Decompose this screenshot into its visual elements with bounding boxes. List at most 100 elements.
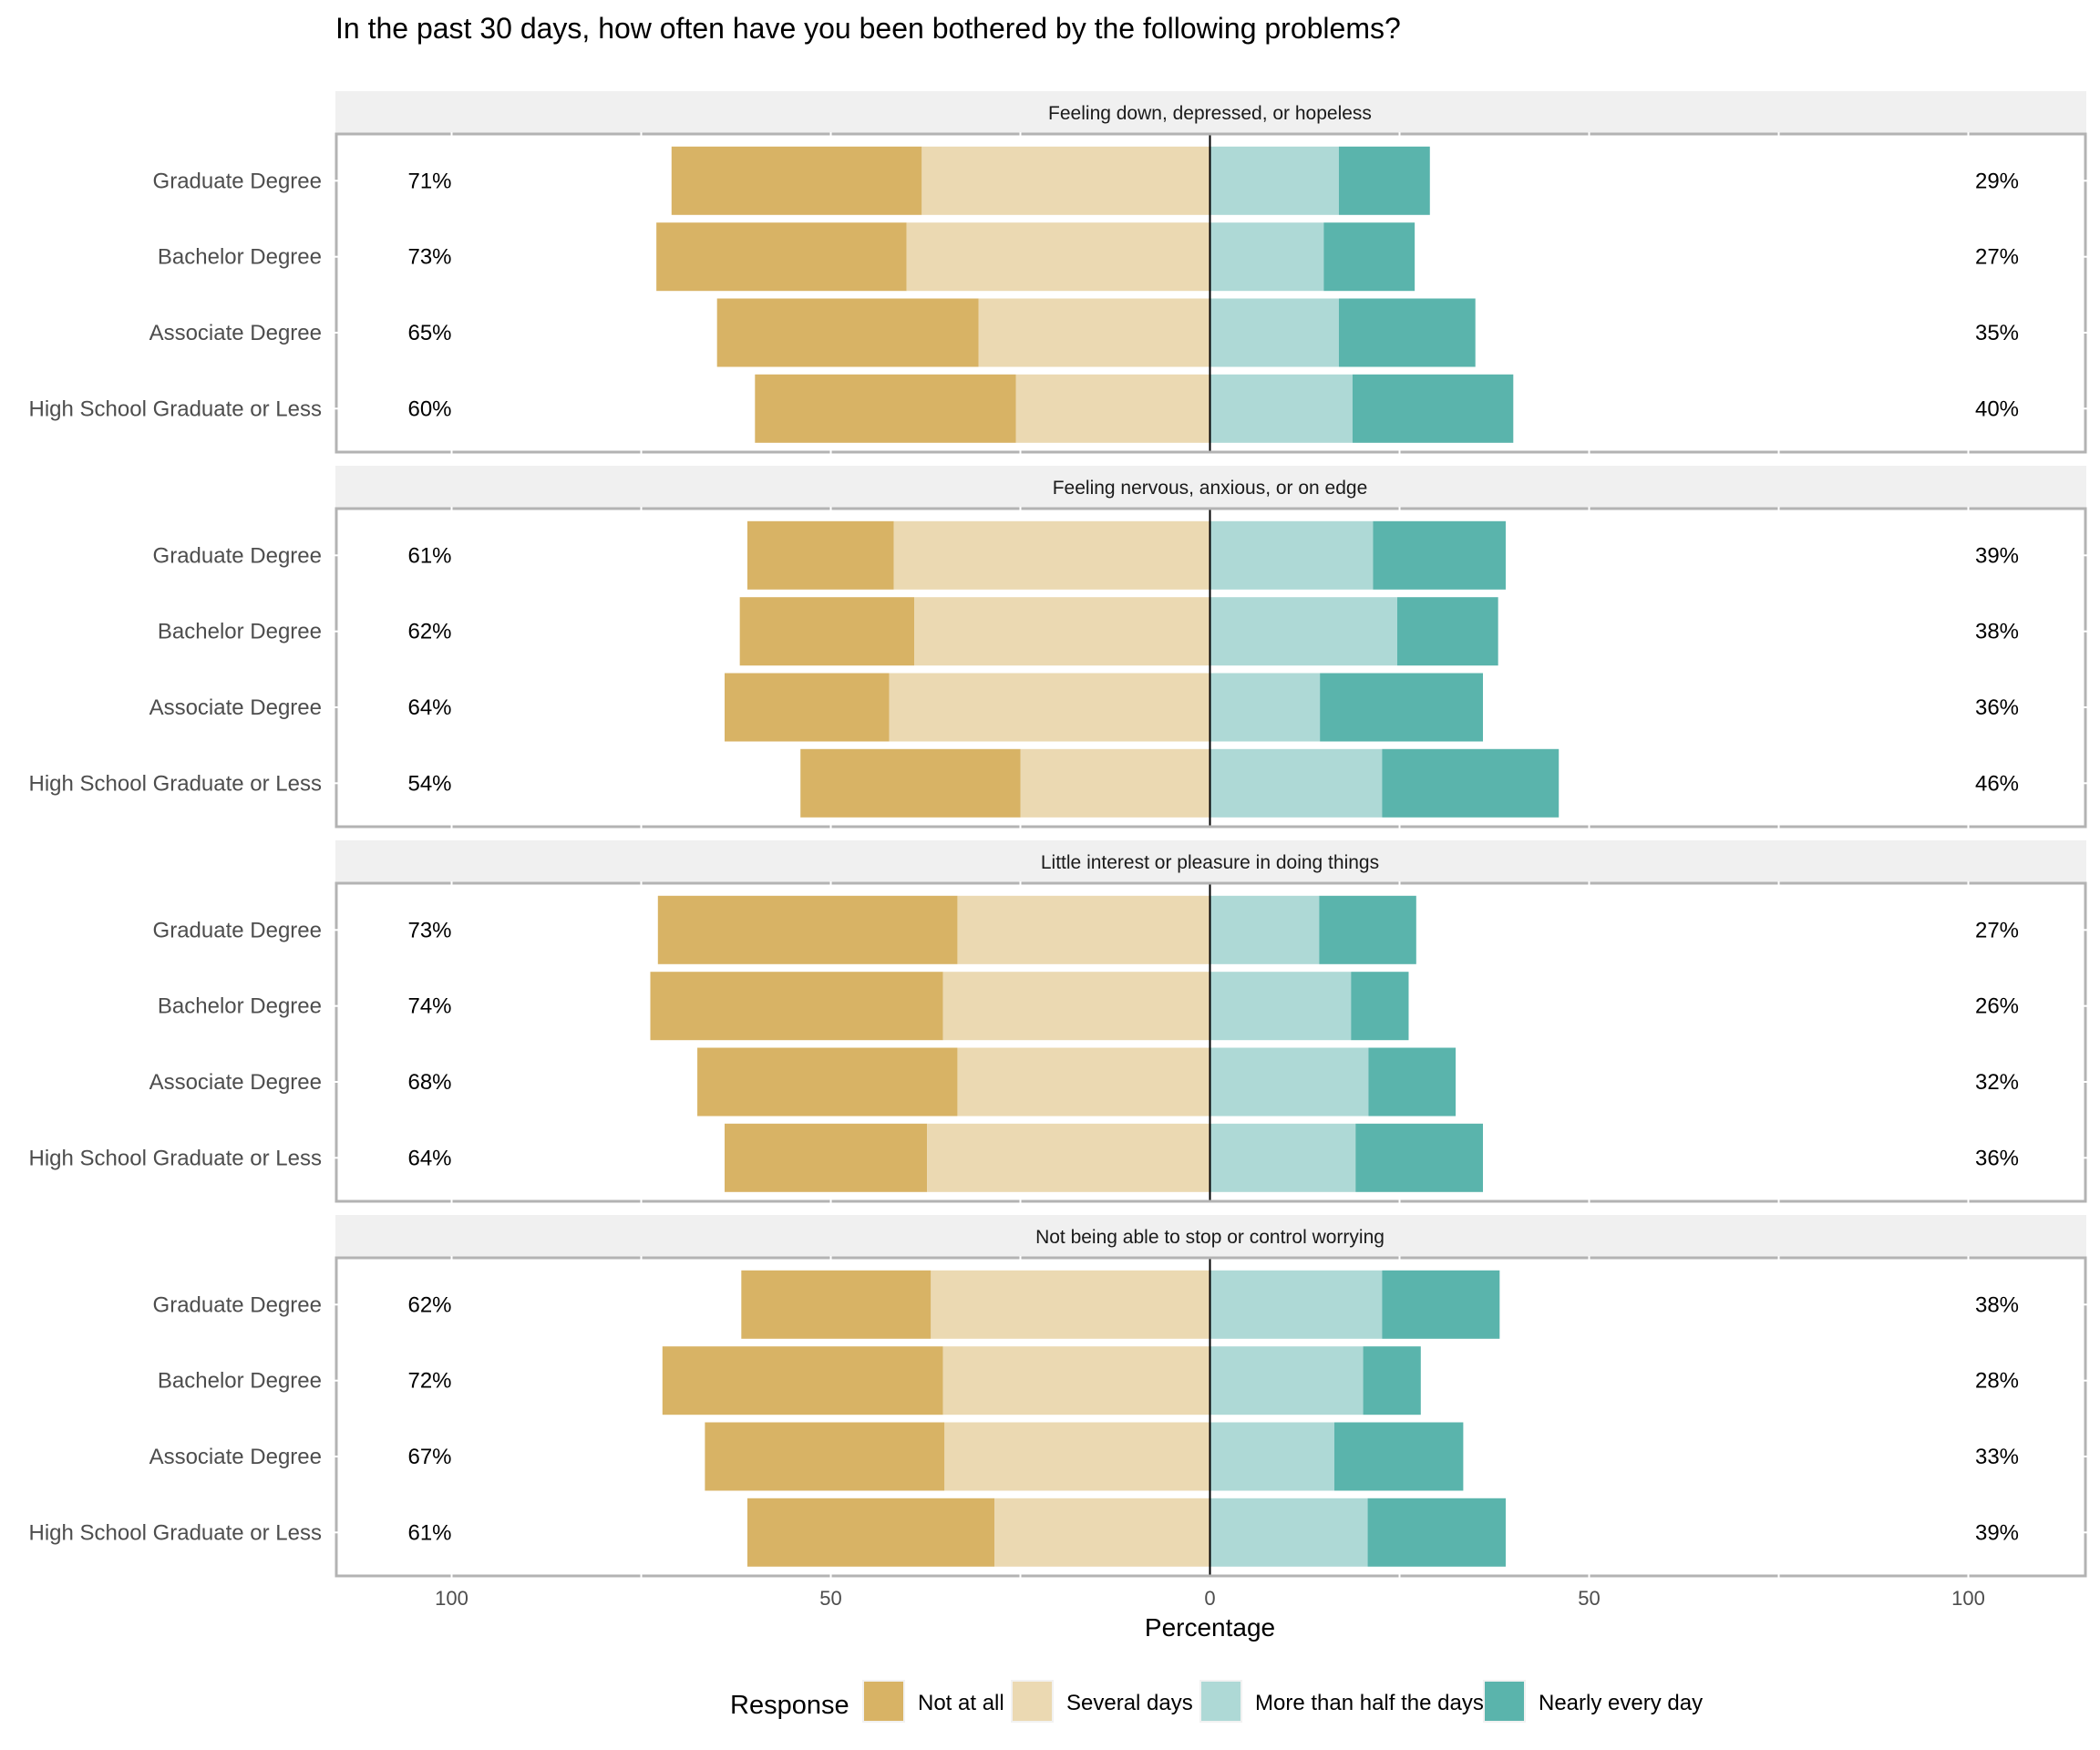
bar-segment-nearly-every-day [1367, 1498, 1506, 1567]
panel-border [335, 132, 2087, 454]
y-axis-label: High School Graduate or Less [28, 771, 322, 796]
bar-segment-nearly-every-day [1319, 895, 1416, 964]
bar-segment-several-days [944, 1422, 1210, 1491]
facet-strip-label: Not being able to stop or control worryi… [1035, 1227, 1385, 1248]
bar-row-high-school-graduate-or-less [800, 748, 1560, 818]
bar-segment-not-at-all [650, 972, 943, 1041]
bar-segment-not-at-all [657, 895, 958, 964]
bar-segment-nearly-every-day [1333, 1422, 1464, 1491]
bar-row-graduate-degree [671, 146, 1430, 215]
bar-segment-not-at-all [671, 146, 922, 215]
facet-panel-not-being-able-to-stop-or-control-worrying: Not being able to stop or control worryi… [28, 1215, 2087, 1578]
right-percent-label: 35% [1975, 321, 2019, 345]
legend-label: Not at all [918, 1691, 1004, 1715]
bar-segment-nearly-every-day [1355, 1123, 1484, 1192]
legend-item-more-than-half-the-days: More than half the days [1199, 1680, 1484, 1723]
x-axis-title: Percentage [1145, 1613, 1275, 1642]
bar-segment-more-than-half-the-days [1210, 673, 1321, 742]
bar-row-graduate-degree [741, 1270, 1500, 1339]
y-axis-label: High School Graduate or Less [28, 1146, 322, 1170]
y-axis-label: Associate Degree [149, 1445, 322, 1469]
y-axis-label: Graduate Degree [153, 1292, 322, 1317]
bar-row-associate-degree [705, 1422, 1464, 1491]
bar-segment-more-than-half-the-days [1210, 1346, 1364, 1415]
y-axis-label: Graduate Degree [153, 169, 322, 193]
bar-segment-not-at-all [741, 1270, 932, 1339]
legend-label: More than half the days [1255, 1691, 1484, 1715]
right-percent-label: 39% [1975, 543, 2019, 568]
bar-segment-several-days [942, 972, 1210, 1041]
left-percent-label: 72% [407, 1369, 451, 1394]
bar-row-bachelor-degree [656, 222, 1415, 292]
bar-segment-nearly-every-day [1338, 298, 1476, 367]
left-percent-label: 73% [407, 918, 451, 942]
bar-segment-several-days [942, 1346, 1210, 1415]
bar-segment-several-days [927, 1123, 1210, 1192]
left-percent-label: 68% [407, 1070, 451, 1095]
right-percent-label: 28% [1975, 1369, 2019, 1394]
bar-segment-nearly-every-day [1351, 972, 1409, 1041]
panel-border [335, 507, 2087, 829]
bar-segment-more-than-half-the-days [1210, 146, 1339, 215]
left-percent-label: 62% [407, 1292, 451, 1317]
bar-segment-more-than-half-the-days [1210, 748, 1383, 818]
bar-segment-several-days [978, 298, 1210, 367]
legend-swatch [1485, 1682, 1524, 1721]
bar-segment-more-than-half-the-days [1210, 374, 1353, 443]
y-axis-label: Bachelor Degree [158, 1369, 322, 1394]
panel-border [335, 1256, 2087, 1578]
bar-segment-several-days [994, 1498, 1210, 1567]
bar-segment-several-days [957, 1047, 1210, 1117]
bar-segment-not-at-all [746, 520, 894, 590]
bar-segment-nearly-every-day [1368, 1047, 1457, 1117]
bar-segment-more-than-half-the-days [1210, 1422, 1334, 1491]
bar-segment-several-days [957, 895, 1210, 964]
bar-segment-not-at-all [746, 1498, 995, 1567]
left-percent-label: 73% [407, 245, 451, 270]
legend-title: Response [730, 1691, 849, 1720]
right-percent-label: 27% [1975, 918, 2019, 942]
x-tick-label: 100 [1951, 1587, 1985, 1610]
y-axis-label: Associate Degree [149, 321, 322, 345]
facet-strip [335, 1215, 2086, 1258]
legend-label: Several days [1066, 1691, 1193, 1715]
x-tick-label: 100 [435, 1587, 468, 1610]
bar-segment-more-than-half-the-days [1210, 520, 1374, 590]
left-percent-label: 54% [407, 771, 451, 796]
bar-segment-several-days [931, 1270, 1210, 1339]
bar-segment-nearly-every-day [1382, 748, 1560, 818]
bar-segment-nearly-every-day [1323, 222, 1415, 292]
legend-swatch [864, 1682, 903, 1721]
bar-row-bachelor-degree [650, 972, 1409, 1041]
bar-segment-not-at-all [662, 1346, 943, 1415]
bar-segment-not-at-all [755, 374, 1016, 443]
x-tick-label: 50 [1578, 1587, 1600, 1610]
bar-segment-more-than-half-the-days [1210, 895, 1320, 964]
bar-segment-several-days [1015, 374, 1210, 443]
bar-segment-several-days [893, 520, 1210, 590]
bar-segment-more-than-half-the-days [1210, 298, 1339, 367]
bar-row-high-school-graduate-or-less [725, 1123, 1484, 1192]
left-percent-label: 65% [407, 321, 451, 345]
right-percent-label: 39% [1975, 1520, 2019, 1545]
right-percent-label: 27% [1975, 245, 2019, 270]
legend-item-nearly-every-day: Nearly every day [1483, 1680, 1703, 1723]
right-percent-label: 38% [1975, 620, 2019, 644]
left-percent-label: 71% [407, 169, 451, 193]
bar-segment-more-than-half-the-days [1210, 1047, 1369, 1117]
bar-segment-not-at-all [800, 748, 1021, 818]
y-axis-label: Bachelor Degree [158, 994, 322, 1019]
facet-strip [335, 840, 2086, 883]
bar-row-associate-degree [725, 673, 1484, 742]
y-axis-label: High School Graduate or Less [28, 1520, 322, 1545]
facet-strip [335, 91, 2086, 134]
bar-segment-more-than-half-the-days [1210, 1123, 1356, 1192]
y-axis-label: Associate Degree [149, 695, 322, 720]
x-axis: 100 50 0 50 100 [435, 1587, 1985, 1610]
y-axis-label: High School Graduate or Less [28, 396, 322, 421]
bar-row-bachelor-degree [662, 1346, 1421, 1415]
bar-segment-nearly-every-day [1338, 146, 1430, 215]
facet-panel-feeling-nervous-anxious-or-on-edge: Feeling nervous, anxious, or on edge Grad… [28, 466, 2087, 829]
bar-row-high-school-graduate-or-less [755, 374, 1514, 443]
